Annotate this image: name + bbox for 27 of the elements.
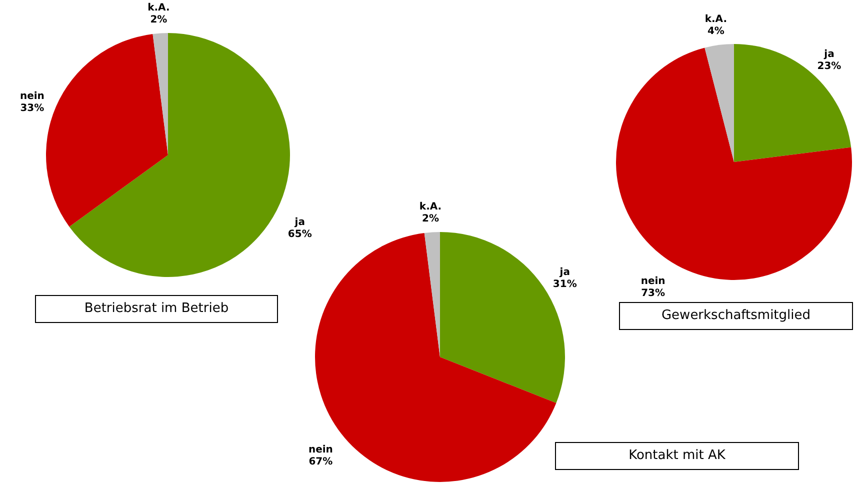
slice-label: nein — [308, 444, 333, 456]
pie-slice — [704, 44, 734, 162]
data-label: 31% — [552, 279, 577, 290]
slice-label: ja — [823, 48, 834, 60]
text: Kontakt mit AK — [555, 442, 799, 470]
data-label: 2% — [150, 14, 168, 26]
slice-label: ja — [294, 217, 305, 228]
data-label: 33% — [20, 103, 44, 114]
data-label: 67% — [308, 456, 333, 468]
pie-slice — [424, 232, 440, 357]
slice-label: k.A. — [419, 201, 442, 212]
data-label: 65% — [288, 229, 312, 240]
data-label: 4% — [707, 26, 724, 38]
text: Betriebsrat im Betrieb — [35, 295, 278, 323]
pie-slice — [46, 34, 168, 227]
slice-label: k.A. — [148, 2, 170, 14]
pie-slice — [69, 33, 290, 277]
text: Gewerkschaftsmitglied — [619, 302, 853, 330]
slice-label: nein — [20, 91, 44, 102]
slice-label: k.A. — [704, 14, 728, 26]
slice-label: nein — [640, 276, 666, 288]
data-label: 2% — [422, 213, 440, 224]
data-label: 23% — [817, 60, 842, 72]
pie-slice — [152, 33, 168, 155]
data-label: 73% — [641, 288, 666, 300]
pie-slice — [734, 44, 852, 162]
slice-label: ja — [558, 267, 570, 278]
